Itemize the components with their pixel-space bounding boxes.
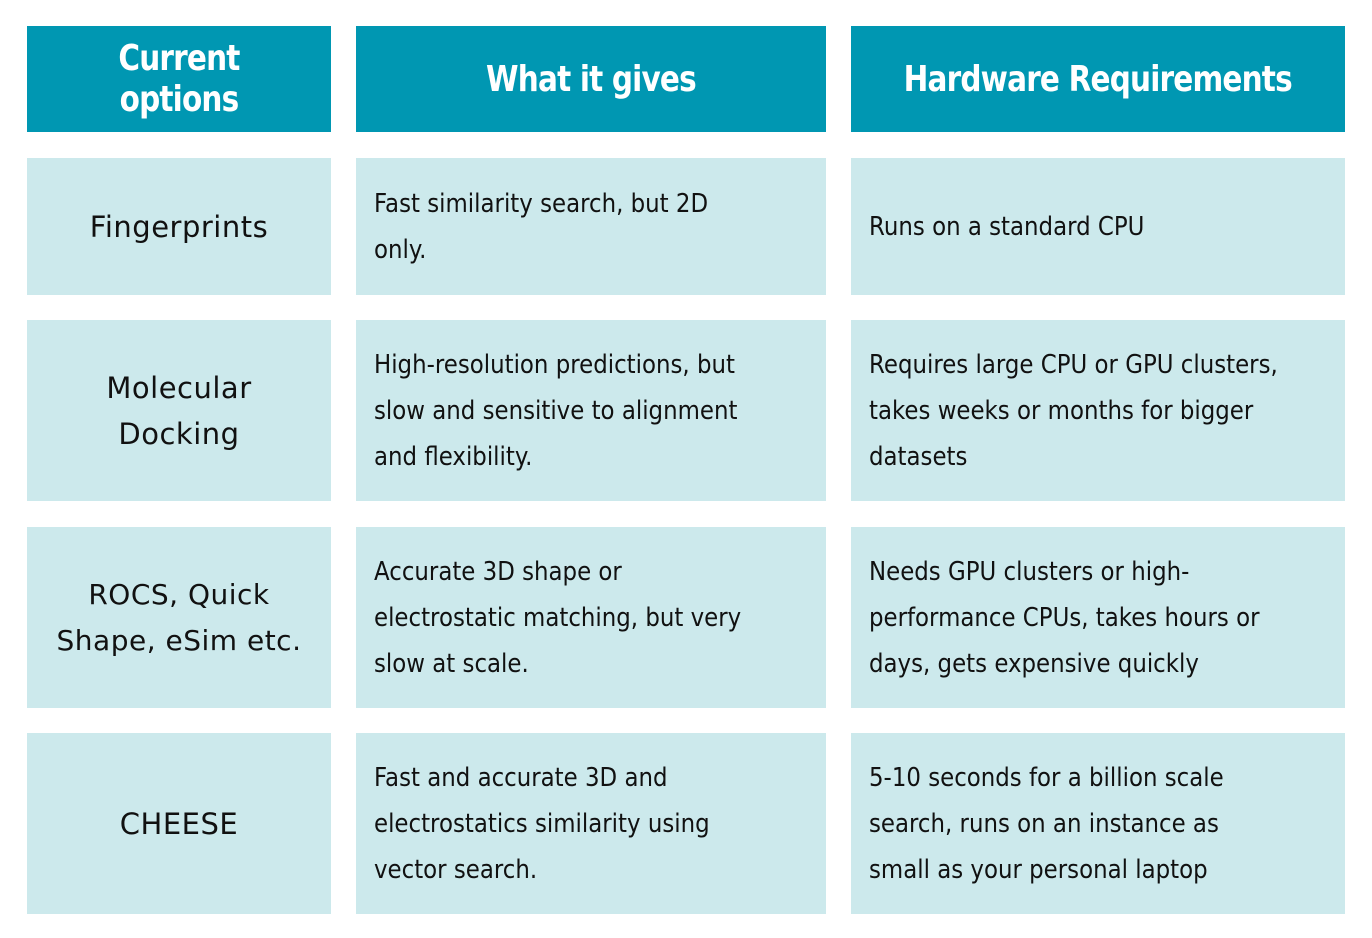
option-label: Molecular Docking xyxy=(106,370,252,451)
hardware-text: 5-10 seconds for a billion scale search,… xyxy=(869,762,1224,885)
header-current-options: Current options xyxy=(27,26,331,132)
gives-cell-cheese: Fast and accurate 3D and electrostatics … xyxy=(356,733,826,914)
gives-text: Fast and accurate 3D and electrostatics … xyxy=(374,762,710,885)
hardware-text: Runs on a standard CPU xyxy=(869,211,1145,242)
header-label: Hardware Requirements xyxy=(903,58,1293,100)
hardware-text: Requires large CPU or GPU clusters, take… xyxy=(869,349,1278,472)
hardware-text: Needs GPU clusters or high-performance C… xyxy=(869,556,1260,679)
header-label: What it gives xyxy=(486,58,697,100)
header-hardware-requirements: Hardware Requirements xyxy=(851,26,1345,132)
option-cell-rocs: ROCS, Quick Shape, eSim etc. xyxy=(27,527,331,708)
hardware-cell-fingerprints: Runs on a standard CPU xyxy=(851,158,1345,295)
hardware-cell-cheese: 5-10 seconds for a billion scale search,… xyxy=(851,733,1345,914)
gives-cell-molecular-docking: High-resolution predictions, but slow an… xyxy=(356,320,826,501)
option-cell-fingerprints: Fingerprints xyxy=(27,158,331,295)
option-label: CHEESE xyxy=(119,806,239,841)
hardware-cell-molecular-docking: Requires large CPU or GPU clusters, take… xyxy=(851,320,1345,501)
option-label: ROCS, Quick Shape, eSim etc. xyxy=(56,577,302,657)
gives-cell-rocs: Accurate 3D shape or electrostatic match… xyxy=(356,527,826,708)
gives-cell-fingerprints: Fast similarity search, but 2D only. xyxy=(356,158,826,295)
gives-text: High-resolution predictions, but slow an… xyxy=(374,349,738,472)
hardware-cell-rocs: Needs GPU clusters or high-performance C… xyxy=(851,527,1345,708)
gives-text: Accurate 3D shape or electrostatic match… xyxy=(374,556,742,679)
option-cell-cheese: CHEESE xyxy=(27,733,331,914)
header-label: Current options xyxy=(118,38,240,120)
option-label: Fingerprints xyxy=(89,209,269,244)
header-what-it-gives: What it gives xyxy=(356,26,826,132)
option-cell-molecular-docking: Molecular Docking xyxy=(27,320,331,501)
gives-text: Fast similarity search, but 2D only. xyxy=(374,188,709,265)
